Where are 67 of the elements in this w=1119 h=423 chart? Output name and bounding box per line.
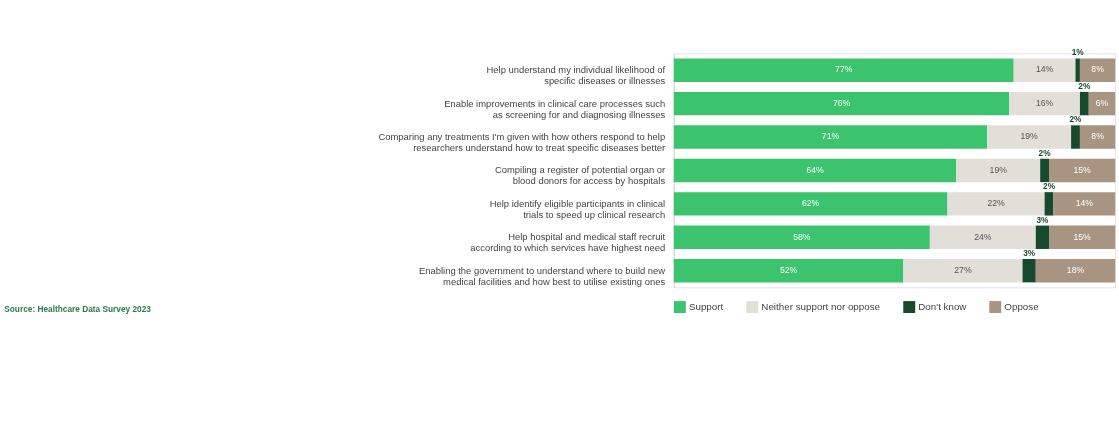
data-label: 14% bbox=[1035, 64, 1054, 75]
bar bbox=[673, 258, 904, 283]
y-tick-label: Enable improvements in clinical care processes such as screening for and diagnosing illnesses bbox=[444, 97, 666, 120]
bar bbox=[1009, 91, 1080, 116]
bar bbox=[1035, 258, 1116, 283]
data-label: 2% bbox=[1043, 181, 1056, 192]
data-label: 2% bbox=[1069, 114, 1083, 125]
y-tick-label: Compiling a register of potential organ or blood donors for access by hospitals bbox=[494, 164, 666, 187]
bar bbox=[1079, 58, 1116, 82]
bar bbox=[673, 225, 930, 249]
data-label: 15% bbox=[1073, 231, 1092, 242]
data-label: 77% bbox=[835, 64, 853, 75]
data-label: 2% bbox=[1038, 147, 1052, 158]
bar bbox=[1053, 192, 1116, 216]
bar bbox=[1075, 58, 1080, 82]
legend-label: Support bbox=[688, 301, 724, 313]
y-tick-label: Help hospital and medical staff recruit according to which services have highest need bbox=[470, 231, 666, 254]
legend-label: Don't know bbox=[918, 301, 968, 313]
data-label: 71% bbox=[821, 131, 840, 142]
data-label: 2% bbox=[1078, 80, 1091, 91]
bar bbox=[1044, 192, 1054, 216]
bar bbox=[1035, 225, 1050, 249]
bar bbox=[1013, 58, 1076, 82]
bar bbox=[673, 158, 957, 183]
bar bbox=[987, 125, 1072, 149]
data-label: 15% bbox=[1073, 164, 1092, 175]
data-label: 3% bbox=[1036, 214, 1050, 225]
bar bbox=[673, 192, 948, 216]
data-label: 6% bbox=[1095, 97, 1109, 108]
bar bbox=[929, 225, 1036, 249]
bar bbox=[1022, 258, 1036, 283]
bar bbox=[1079, 125, 1116, 149]
data-label: 27% bbox=[954, 264, 972, 275]
source-note: Source: Healthcare Data Survey 2023 bbox=[4, 304, 152, 315]
bar bbox=[1049, 225, 1116, 249]
data-label: 8% bbox=[1091, 131, 1105, 142]
data-label: 22% bbox=[987, 198, 1006, 209]
legend-label: Oppose bbox=[1004, 301, 1040, 313]
data-label: 24% bbox=[974, 231, 992, 242]
data-label: 3% bbox=[1023, 247, 1036, 258]
bar bbox=[903, 258, 1023, 283]
bar bbox=[673, 91, 1010, 116]
bar bbox=[673, 58, 1014, 82]
bar bbox=[673, 125, 988, 149]
data-label: 14% bbox=[1075, 198, 1094, 209]
bar bbox=[1071, 125, 1080, 149]
bar bbox=[1040, 158, 1050, 183]
data-label: 76% bbox=[832, 97, 851, 108]
data-label: 58% bbox=[793, 231, 811, 242]
bar bbox=[947, 192, 1045, 216]
data-label: 64% bbox=[806, 164, 825, 175]
data-label: 18% bbox=[1066, 264, 1085, 275]
y-tick-label: Enabling the government to understand where to build new medical facilities and how best to utilise existing ones bbox=[418, 264, 666, 287]
data-label: 52% bbox=[779, 264, 798, 275]
data-label: 8% bbox=[1091, 64, 1105, 75]
data-label: 16% bbox=[1035, 97, 1054, 108]
data-label: 62% bbox=[801, 198, 820, 209]
y-tick-label: Help understand my individual likelihood of specific diseases or illnesses bbox=[486, 64, 666, 87]
data-label: 19% bbox=[989, 164, 1008, 175]
data-label: 19% bbox=[1020, 131, 1039, 142]
bar bbox=[956, 158, 1041, 183]
bar bbox=[1049, 158, 1116, 183]
data-label: 1% bbox=[1071, 47, 1085, 58]
y-tick-label: Help identify eligible participants in clinical trials to speed up clinical research bbox=[489, 197, 666, 220]
y-tick-label: Comparing any treatments I'm given with how others respond to help researchers understand how to treat specific diseases better bbox=[378, 131, 666, 153]
legend-label: Neither support nor oppose bbox=[761, 301, 881, 313]
bar bbox=[1079, 91, 1089, 116]
